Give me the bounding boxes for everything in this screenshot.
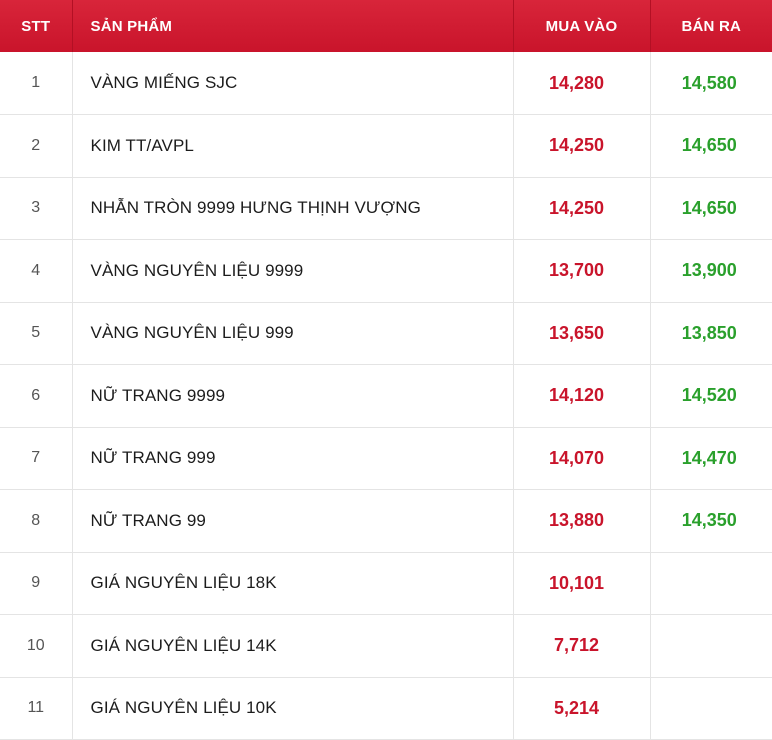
row-buy-price: 13,650 xyxy=(513,302,651,365)
row-sell-price: 14,580 xyxy=(650,52,772,115)
row-product-name: VÀNG NGUYÊN LIỆU 9999 xyxy=(72,239,514,303)
row-stt: 3 xyxy=(0,177,73,240)
row-stt: 6 xyxy=(0,364,73,428)
row-product-name: NHẪN TRÒN 9999 HƯNG THỊNH VƯỢNG xyxy=(72,177,514,240)
row-buy-price: 10,101 xyxy=(513,552,651,615)
table-header: STT SẢN PHẨM MUA VÀO BÁN RA xyxy=(0,0,772,52)
column-header-stt: STT xyxy=(0,0,73,52)
row-product-name: VÀNG NGUYÊN LIỆU 999 xyxy=(72,302,514,365)
row-product-name: KIM TT/AVPL xyxy=(72,114,514,178)
row-buy-price: 14,120 xyxy=(513,364,651,428)
row-stt: 8 xyxy=(0,489,73,553)
row-sell-price xyxy=(650,614,772,678)
row-sell-price xyxy=(650,552,772,615)
row-sell-price: 14,650 xyxy=(650,114,772,178)
row-product-name: NỮ TRANG 9999 xyxy=(72,364,514,428)
row-stt: 5 xyxy=(0,302,73,365)
row-stt: 1 xyxy=(0,52,73,115)
row-stt: 2 xyxy=(0,114,73,178)
table-row: 4 VÀNG NGUYÊN LIỆU 9999 13,700 13,900 xyxy=(0,239,772,303)
row-product-name: GIÁ NGUYÊN LIỆU 18K xyxy=(72,552,514,615)
table-row: 3 NHẪN TRÒN 9999 HƯNG THỊNH VƯỢNG 14,250 14… xyxy=(0,177,772,240)
row-sell-price: 14,470 xyxy=(650,427,772,490)
row-sell-price: 13,850 xyxy=(650,302,772,365)
row-sell-price: 14,350 xyxy=(650,489,772,553)
table-row: 11 GIÁ NGUYÊN LIỆU 10K 5,214 xyxy=(0,677,772,740)
row-product-name: GIÁ NGUYÊN LIỆU 10K xyxy=(72,677,514,740)
row-sell-price xyxy=(650,677,772,740)
row-sell-price: 14,650 xyxy=(650,177,772,240)
row-product-name: GIÁ NGUYÊN LIỆU 14K xyxy=(72,614,514,678)
header-row: STT SẢN PHẨM MUA VÀO BÁN RA xyxy=(0,0,772,52)
row-stt: 9 xyxy=(0,552,73,615)
table-body: 1 VÀNG MIẾNG SJC 14,280 14,580 2 KIM TT/AVPL 1… xyxy=(0,52,772,740)
table-row: 1 VÀNG MIẾNG SJC 14,280 14,580 xyxy=(0,52,772,115)
table-row: 8 NỮ TRANG 99 13,880 14,350 xyxy=(0,489,772,553)
row-sell-price: 13,900 xyxy=(650,239,772,303)
row-buy-price: 13,880 xyxy=(513,489,651,553)
row-stt: 10 xyxy=(0,614,73,678)
row-buy-price: 14,250 xyxy=(513,114,651,178)
row-buy-price: 14,070 xyxy=(513,427,651,490)
row-buy-price: 14,280 xyxy=(513,52,651,115)
column-header-buy: MUA VÀO xyxy=(513,0,651,52)
row-buy-price: 7,712 xyxy=(513,614,651,678)
row-stt: 11 xyxy=(0,677,73,740)
column-header-product: SẢN PHẨM xyxy=(72,0,514,52)
row-buy-price: 13,700 xyxy=(513,239,651,303)
row-sell-price: 14,520 xyxy=(650,364,772,428)
table-row: 10 GIÁ NGUYÊN LIỆU 14K 7,712 xyxy=(0,614,772,678)
row-product-name: VÀNG MIẾNG SJC xyxy=(72,52,514,115)
row-stt: 7 xyxy=(0,427,73,490)
row-buy-price: 14,250 xyxy=(513,177,651,240)
row-stt: 4 xyxy=(0,239,73,303)
row-buy-price: 5,214 xyxy=(513,677,651,740)
column-header-sell: BÁN RA xyxy=(681,17,742,35)
table-row: 6 NỮ TRANG 9999 14,120 14,520 xyxy=(0,364,772,428)
table-row: 5 VÀNG NGUYÊN LIỆU 999 13,650 13,850 xyxy=(0,302,772,365)
row-product-name: NỮ TRANG 999 xyxy=(72,427,514,490)
table-row: 2 KIM TT/AVPL 14,250 14,650 xyxy=(0,114,772,178)
table-row: 9 GIÁ NGUYÊN LIỆU 18K 10,101 xyxy=(0,552,772,615)
row-product-name: NỮ TRANG 99 xyxy=(72,489,514,553)
table-row: 7 NỮ TRANG 999 14,070 14,470 xyxy=(0,427,772,490)
